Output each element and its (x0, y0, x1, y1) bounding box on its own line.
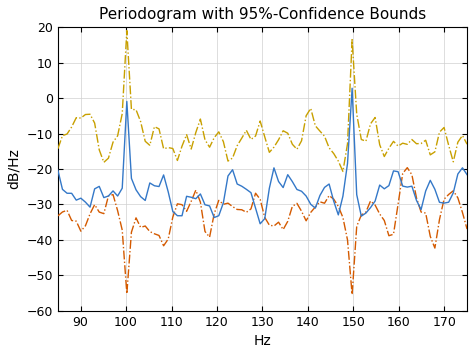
X-axis label: Hz: Hz (254, 334, 271, 348)
Y-axis label: dB/Hz: dB/Hz (7, 148, 21, 190)
Title: Periodogram with 95%-Confidence Bounds: Periodogram with 95%-Confidence Bounds (99, 7, 426, 22)
